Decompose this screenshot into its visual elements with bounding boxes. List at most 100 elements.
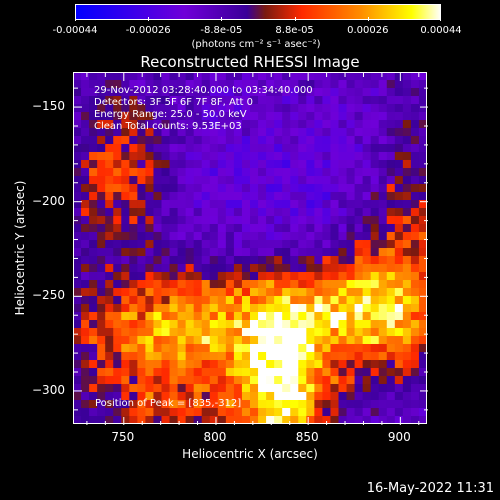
- heatmap-cell: [225, 224, 235, 233]
- heatmap-cell: [81, 368, 90, 377]
- heatmap-cell: [193, 120, 203, 129]
- heatmap-cell: [354, 400, 364, 409]
- heatmap-cell: [177, 400, 187, 409]
- heatmap-cell: [113, 264, 122, 273]
- heatmap-cell: [241, 360, 251, 369]
- heatmap-cell: [201, 376, 211, 385]
- heatmap-cell: [217, 296, 227, 305]
- heatmap-cell: [266, 184, 275, 193]
- heatmap-cell: [97, 120, 106, 129]
- heatmap-cell: [274, 184, 283, 193]
- heatmap-cell: [73, 72, 82, 81]
- heatmap-cell: [241, 144, 251, 153]
- heatmap-cell: [322, 280, 332, 289]
- heatmap-cell: [209, 184, 219, 193]
- heatmap-cell: [129, 136, 138, 145]
- heatmap-cell: [402, 80, 412, 89]
- heatmap-cell: [346, 384, 356, 393]
- heatmap-cell: [330, 184, 340, 193]
- heatmap-cell: [370, 104, 380, 113]
- heatmap-cell: [169, 96, 179, 105]
- heatmap-cell: [290, 224, 299, 233]
- heatmap-cell: [185, 336, 195, 345]
- heatmap-cell: [306, 344, 315, 353]
- heatmap-cell: [282, 160, 291, 169]
- heatmap-cell: [97, 96, 106, 105]
- heatmap-cell: [241, 248, 251, 257]
- heatmap-cell: [217, 264, 227, 273]
- heatmap-cell: [225, 232, 235, 241]
- heatmap-cell: [418, 160, 427, 169]
- heatmap-cell: [209, 176, 219, 185]
- heatmap-cell: [217, 304, 227, 313]
- heatmap-cell: [290, 312, 299, 321]
- heatmap-cell: [378, 304, 388, 313]
- heatmap-cell: [225, 304, 235, 313]
- heatmap-cell: [97, 280, 106, 289]
- heatmap-cell: [266, 384, 275, 393]
- heatmap-cell: [113, 240, 122, 249]
- heatmap-cell: [81, 176, 90, 185]
- heatmap-cell: [322, 256, 332, 265]
- heatmap-cell: [314, 200, 324, 209]
- heatmap-cell: [129, 336, 138, 345]
- heatmap-cell: [330, 272, 340, 281]
- heatmap-cell: [81, 392, 90, 401]
- heatmap-cell: [217, 120, 227, 129]
- heatmap-cell: [330, 232, 340, 241]
- heatmap-cell: [105, 408, 114, 417]
- heatmap-cell: [217, 320, 227, 329]
- heatmap-cell: [113, 384, 122, 393]
- heatmap-cell: [322, 312, 332, 321]
- heatmap-cell: [73, 344, 82, 353]
- heatmap-cell: [282, 200, 291, 209]
- heatmap-cell: [274, 352, 283, 361]
- heatmap-image: [73, 72, 427, 424]
- heatmap-cell: [346, 80, 356, 89]
- heatmap-cell: [402, 336, 412, 345]
- heatmap-cell: [386, 200, 396, 209]
- heatmap-cell: [209, 192, 219, 201]
- heatmap-cell: [258, 168, 267, 177]
- heatmap-cell: [306, 280, 315, 289]
- heatmap-cell: [354, 232, 364, 241]
- heatmap-cell: [338, 328, 348, 337]
- heatmap-cell: [314, 192, 324, 201]
- heatmap-cell: [177, 336, 187, 345]
- heatmap-cell: [201, 216, 211, 225]
- heatmap-cell: [362, 224, 372, 233]
- heatmap-cell: [370, 72, 380, 81]
- heatmap-cell: [233, 360, 243, 369]
- heatmap-cell: [250, 288, 259, 297]
- heatmap-cell: [169, 248, 179, 257]
- heatmap-cell: [394, 184, 404, 193]
- heatmap-cell: [241, 312, 251, 321]
- heatmap-cell: [73, 136, 82, 145]
- heatmap-cell: [354, 256, 364, 265]
- heatmap-cell: [137, 288, 147, 297]
- heatmap-cell: [81, 352, 90, 361]
- heatmap-cell: [274, 200, 283, 209]
- heatmap-cell: [129, 344, 138, 353]
- heatmap-cell: [169, 280, 179, 289]
- heatmap-cell: [394, 224, 404, 233]
- heatmap-cell: [225, 96, 235, 105]
- heatmap-cell: [314, 344, 324, 353]
- heatmap-cell: [386, 344, 396, 353]
- heatmap-cell: [322, 88, 332, 97]
- heatmap-cell: [410, 272, 420, 281]
- heatmap-cell: [113, 96, 122, 105]
- heatmap-cell: [362, 384, 372, 393]
- heatmap-cell: [97, 416, 106, 424]
- heatmap-cell: [378, 72, 388, 81]
- heatmap-cell: [370, 376, 380, 385]
- heatmap-cell: [185, 384, 195, 393]
- heatmap-cell: [330, 176, 340, 185]
- heatmap-cell: [73, 392, 82, 401]
- heatmap-cell: [89, 376, 98, 385]
- heatmap-cell: [250, 120, 259, 129]
- heatmap-cell: [121, 240, 130, 249]
- heatmap-cell: [306, 392, 315, 401]
- heatmap-cell: [97, 320, 106, 329]
- heatmap-cell: [386, 96, 396, 105]
